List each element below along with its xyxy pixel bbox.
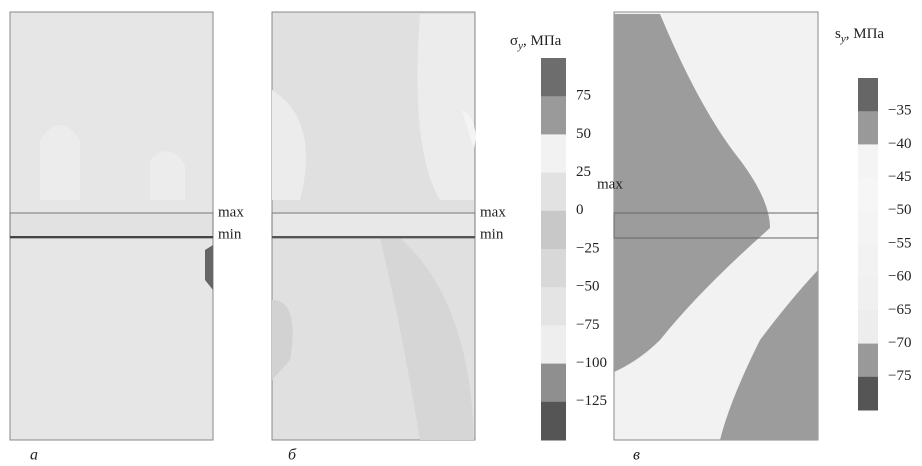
legend-band: [541, 287, 566, 326]
min-label: min: [218, 226, 242, 242]
legend-tick-label: −35: [888, 103, 911, 119]
legend-tick-label: −45: [888, 169, 911, 185]
legend-symbol: s: [835, 26, 841, 42]
legend-tick-label: −125: [576, 393, 607, 409]
legend-band: [858, 78, 878, 112]
legend-tick-label: 50: [576, 126, 591, 142]
panel-a: [9, 11, 214, 441]
legend-title: σy, МПа: [510, 33, 562, 51]
legend-band: [858, 310, 878, 345]
legend-tick-label: −25: [576, 240, 599, 256]
legend-band: [858, 144, 878, 179]
legend-band: [858, 210, 878, 245]
panel-label: в: [633, 447, 640, 464]
legend-band: [541, 58, 566, 97]
legend-tick-label: −50: [888, 202, 911, 218]
legend-tick-label: 75: [576, 88, 591, 104]
panel-label: б: [288, 447, 297, 464]
legend-subscript: y: [840, 33, 846, 45]
legend-tick-label: −100: [576, 355, 607, 371]
legend-band: [858, 277, 878, 311]
legend-subscript: y: [517, 40, 523, 52]
legend-title: sy, МПа: [835, 26, 884, 44]
panel-v: [613, 11, 819, 441]
legend-band: [858, 343, 878, 378]
legend-band: [858, 244, 878, 278]
max-label: max: [480, 204, 506, 220]
panel-b: [271, 11, 476, 441]
panel-label: а: [30, 447, 38, 464]
legend-tick-label: 0: [576, 202, 584, 218]
legend-tick-label: −65: [888, 302, 911, 318]
legend-band: [541, 172, 566, 212]
legend-band: [858, 111, 878, 145]
legend-band: [858, 376, 878, 411]
legend-band: [541, 401, 566, 441]
legend-band: [541, 134, 566, 174]
legend-tick-label: −70: [888, 335, 911, 351]
legend-tick-label: 25: [576, 164, 591, 180]
max-label: max: [218, 204, 244, 220]
max-label: max: [597, 176, 623, 192]
legend-tick-label: −40: [888, 136, 911, 152]
legend-band: [858, 177, 878, 212]
legend-tick-label: −75: [888, 368, 911, 384]
legend-symbol: σ: [510, 33, 518, 49]
legend-tick-label: −50: [576, 279, 599, 295]
legend-band: [541, 325, 566, 365]
legend-unit: , МПа: [523, 33, 562, 49]
legend-unit: , МПа: [846, 26, 885, 42]
legend-band: [541, 210, 566, 250]
min-label: min: [480, 226, 504, 242]
legend-tick-label: −55: [888, 235, 911, 251]
legend-band: [541, 96, 566, 135]
legend-band: [541, 363, 566, 403]
legend-band: [541, 249, 566, 288]
legend-tick-label: −60: [888, 269, 911, 285]
legend-tick-label: −75: [576, 317, 599, 333]
